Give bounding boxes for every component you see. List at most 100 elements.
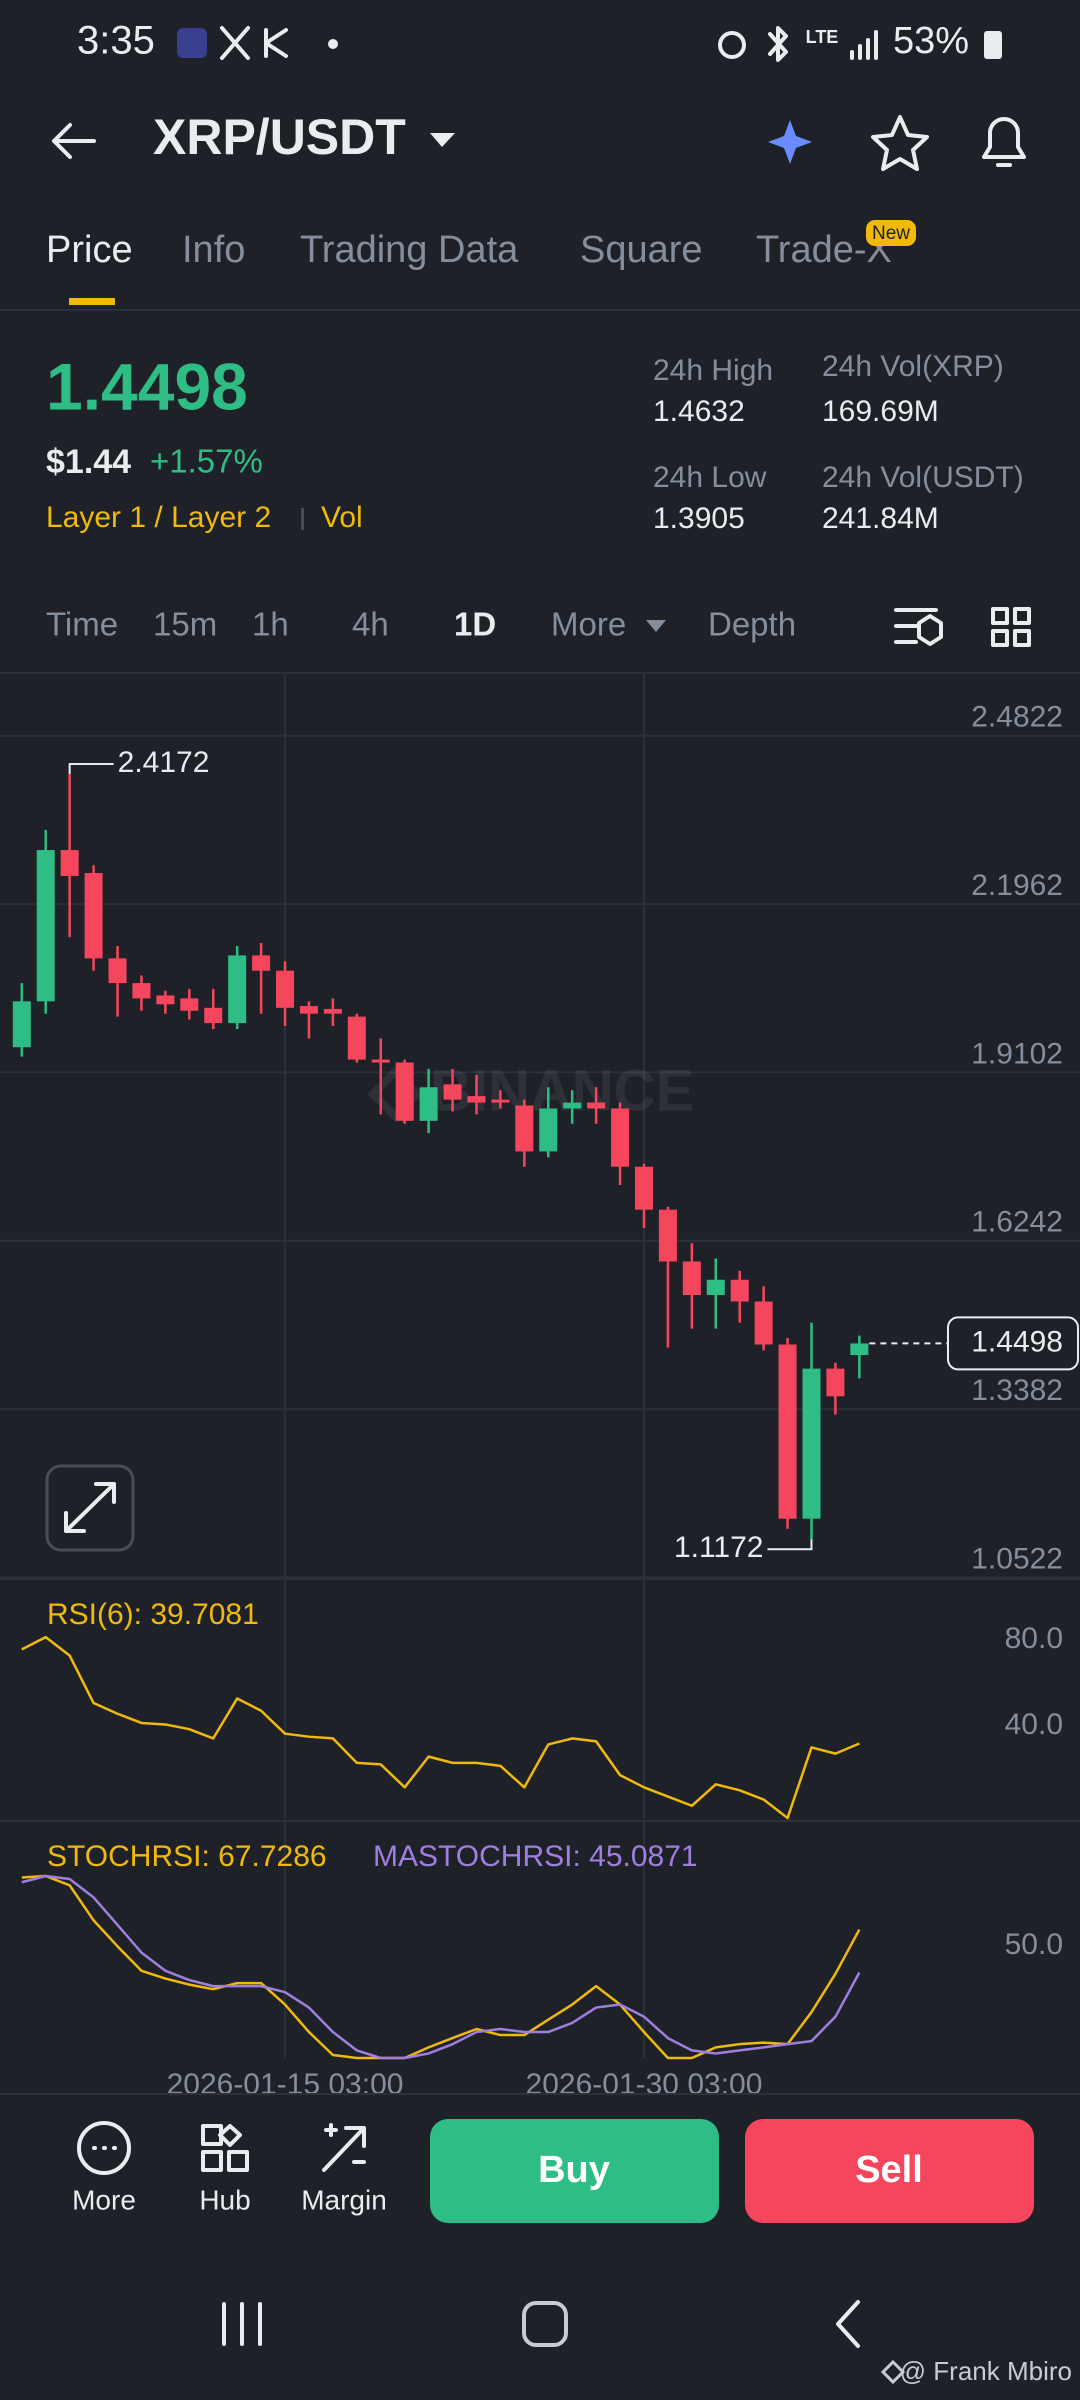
favorite-button[interactable]	[871, 115, 929, 171]
margin-icon[interactable]	[322, 2123, 366, 2172]
signal-icon	[850, 30, 878, 60]
tag-separator	[301, 508, 304, 530]
expand-icon	[64, 1482, 116, 1533]
credit-icon	[880, 2359, 906, 2385]
tag[interactable]: Layer 1 / Layer 2	[46, 501, 271, 534]
nav-home[interactable]	[522, 2301, 568, 2347]
candle-body	[754, 1301, 773, 1345]
y-tick-label: 1.9102	[971, 1037, 1063, 1070]
lte-icon: LTE	[806, 27, 839, 47]
indicator-settings[interactable]	[917, 614, 943, 646]
stat-label: 24h Vol(USDT)	[822, 461, 1024, 494]
tab[interactable]: Square	[580, 229, 703, 271]
panel-divider	[0, 1578, 1080, 1580]
chart: 2.48222.19621.91021.62421.33821.05222026…	[0, 673, 1080, 2101]
low-marker	[767, 1539, 813, 1551]
status-dot	[328, 39, 338, 49]
candle-body	[12, 1001, 31, 1048]
candle-body	[347, 1016, 366, 1060]
more-icon[interactable]	[77, 2121, 131, 2175]
candle-body	[850, 1343, 869, 1356]
expand-button[interactable]	[45, 1464, 135, 1552]
tab[interactable]: Info	[182, 229, 245, 271]
status-icon	[264, 28, 288, 58]
new-badge-text: New	[872, 223, 910, 244]
candle-body	[802, 1368, 821, 1519]
tag[interactable]: Vol	[321, 501, 363, 534]
tab[interactable]: Trading Data	[300, 229, 519, 271]
nav-back[interactable]	[836, 2300, 860, 2348]
candle-body	[204, 1007, 223, 1024]
divider	[0, 309, 1080, 311]
layout-button[interactable]	[991, 607, 1031, 647]
price-change: +1.57%	[150, 443, 263, 480]
candle-body	[443, 1084, 462, 1100]
interval[interactable]: 1h	[252, 606, 289, 643]
interval[interactable]: 15m	[153, 606, 217, 643]
interval[interactable]: Time	[46, 606, 118, 643]
sell-button[interactable]	[745, 2119, 1034, 2223]
y-tick-label: 50.0	[1005, 1928, 1063, 1961]
interval[interactable]: More	[551, 606, 626, 643]
candle-body	[611, 1108, 630, 1167]
candle-body	[706, 1279, 725, 1296]
credit: @ Frank Mbiro	[900, 2356, 1072, 2386]
bottom-item[interactable]: More	[72, 2184, 136, 2215]
candle-body	[252, 955, 271, 971]
pair-dropdown[interactable]	[430, 133, 455, 147]
candle-body	[180, 998, 199, 1011]
y-tick-label: 2.4822	[971, 701, 1063, 734]
y-tick-label: 80.0	[1005, 1622, 1063, 1655]
more-dropdown[interactable]	[646, 620, 666, 632]
legend-label: RSI(6): 39.7081	[47, 1598, 259, 1631]
candle-body	[587, 1102, 606, 1109]
indicator-line	[21, 1874, 861, 2060]
candle-body	[299, 1006, 318, 1014]
candle-body	[634, 1166, 653, 1210]
divider	[0, 2093, 1080, 2095]
candle-body	[563, 1102, 582, 1109]
ai-icon[interactable]	[768, 120, 812, 164]
interval[interactable]: 1D	[454, 606, 496, 643]
candle-body	[491, 1099, 510, 1103]
hub-icon[interactable]	[201, 2124, 249, 2172]
stat-label: 24h Vol(XRP)	[822, 350, 1004, 383]
indicator-line	[21, 1635, 860, 1820]
panel-divider	[0, 1820, 1080, 1822]
alert-button[interactable]	[982, 117, 1026, 167]
interval[interactable]: 4h	[352, 606, 389, 643]
candle-body	[371, 1059, 390, 1063]
bluetooth-icon	[768, 26, 788, 62]
candle-body	[730, 1279, 749, 1302]
stat-label: 24h High	[653, 354, 773, 387]
last-price: 1.4498	[46, 349, 248, 423]
candle-body	[276, 970, 295, 1008]
back-button[interactable]	[52, 123, 96, 159]
interval[interactable]: Depth	[708, 606, 796, 643]
pair-title[interactable]: XRP/USDT	[153, 109, 406, 165]
battery-level: 53%	[893, 20, 969, 62]
buy-label[interactable]: Buy	[538, 2149, 610, 2191]
y-tick-label: 1.6242	[971, 1206, 1063, 1239]
tab[interactable]: Price	[46, 229, 133, 271]
candle-body	[228, 955, 247, 1024]
candle-body	[467, 1096, 486, 1103]
candle-body	[395, 1062, 414, 1121]
candle-body	[36, 850, 55, 1002]
new-badge	[866, 220, 916, 246]
bottom-item[interactable]: Hub	[199, 2184, 250, 2215]
candle-body	[539, 1108, 558, 1152]
candle-body	[156, 995, 175, 1005]
stat-label: 24h Low	[653, 461, 767, 494]
sell-label[interactable]: Sell	[855, 2149, 923, 2191]
candle-body	[515, 1105, 534, 1152]
indicator-settings[interactable]	[894, 608, 938, 644]
nav-recents[interactable]	[222, 2302, 262, 2346]
buy-button[interactable]	[430, 2119, 719, 2223]
legend-label: MASTOCHRSI: 45.0871	[373, 1840, 698, 1873]
high-marker	[68, 763, 114, 775]
bottom-item[interactable]: Margin	[301, 2184, 387, 2215]
candle-body	[419, 1087, 438, 1121]
